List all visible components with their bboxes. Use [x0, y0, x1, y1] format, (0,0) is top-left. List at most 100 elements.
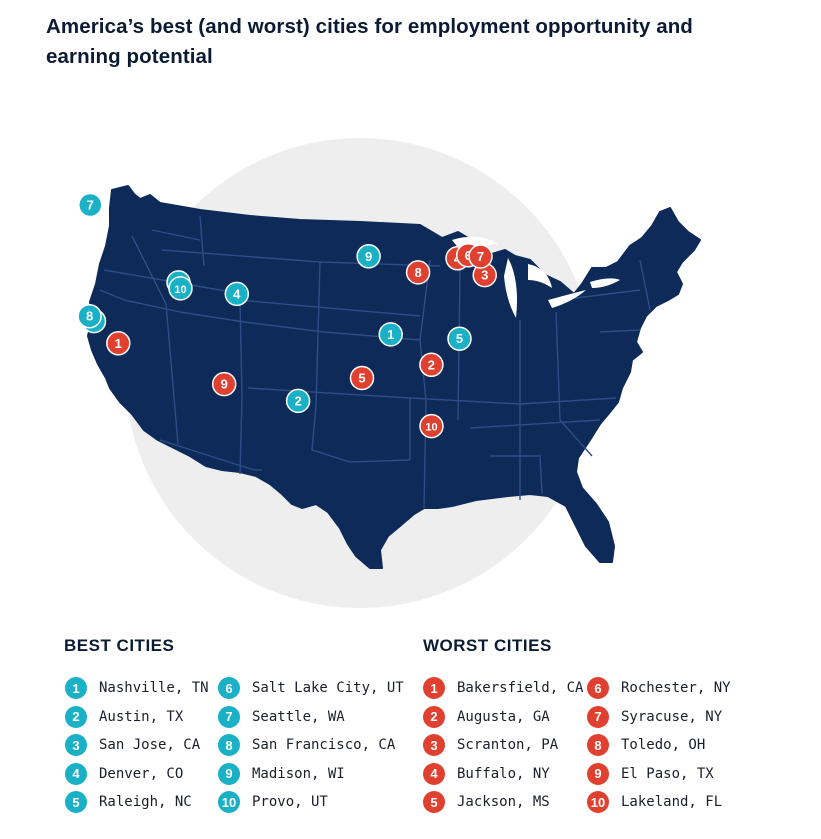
worst-city-legend-item: 10 Lakeland, FL [587, 790, 722, 814]
city-name: Augusta, GA [457, 708, 550, 725]
best-city-legend-item: 7 Seattle, WA [218, 705, 345, 729]
worst-marker-rank: 9 [221, 377, 228, 392]
best-city-marker: 4 [224, 281, 250, 307]
worst-marker-rank: 2 [428, 357, 435, 372]
city-name: Raleigh, NC [99, 794, 192, 810]
worst-marker-rank: 3 [481, 268, 488, 283]
worst-city-marker: 1 [106, 331, 131, 356]
best-city-marker: 8 [77, 303, 102, 329]
best-marker-dot [356, 244, 381, 269]
best-city-marker: 5 [447, 326, 472, 351]
worst-marker-dot [405, 260, 431, 285]
best-rank-badge: 10 [218, 791, 240, 813]
best-marker-dot [78, 192, 103, 218]
worst-rank-badge: 10 [587, 791, 609, 813]
best-marker-rank: 10 [174, 284, 186, 296]
best-city-legend-item: 9 Madison, WI [218, 762, 345, 786]
best-marker-rank: 4 [233, 286, 241, 301]
worst-city-marker: 7 [468, 244, 493, 269]
city-name: Rochester, NY [621, 680, 731, 696]
worst-city-legend-item: 7 Syracuse, NY [587, 705, 722, 729]
worst-marker-dot [468, 244, 493, 269]
best-marker-dot [224, 281, 250, 307]
city-name: San Francisco, CA [252, 737, 396, 753]
best-rank-badge: 4 [65, 762, 87, 785]
worst-city-marker: 5 [349, 365, 375, 391]
city-name: Denver, CO [99, 765, 184, 782]
worst-city-legend-item: 3 Scranton, PA [423, 733, 558, 757]
worst-marker-rank: 5 [358, 371, 365, 386]
city-name: San Jose, CA [99, 737, 201, 753]
best-marker-rank: 9 [365, 249, 372, 264]
best-city-legend-item: 6 Salt Lake City, UT [218, 676, 404, 700]
city-markers: 1234567891012345678910 [77, 192, 497, 439]
worst-marker-dot [211, 371, 237, 397]
worst-marker-rank: 1 [115, 336, 122, 351]
worst-marker-dot [419, 413, 444, 439]
best-marker-dot [378, 322, 403, 347]
worst-rank-badge: 5 [423, 791, 445, 813]
worst-city-legend-item: 6 Rochester, NY [587, 676, 731, 700]
worst-marker-rank: 10 [425, 422, 437, 434]
best-marker-dot [168, 276, 193, 301]
worst-marker-rank: 7 [477, 249, 484, 264]
best-city-legend-item: 8 San Francisco, CA [218, 733, 395, 757]
best-cities-heading: BEST CITIES [64, 636, 175, 655]
city-name: Buffalo, NY [457, 765, 550, 782]
best-marker-dot [447, 326, 472, 351]
worst-rank-badge: 4 [423, 762, 445, 785]
city-name: Salt Lake City, UT [252, 680, 404, 696]
best-city-marker: 10 [168, 276, 193, 301]
worst-rank-badge: 9 [587, 762, 609, 785]
best-city-marker: 7 [78, 192, 103, 218]
worst-city-legend-item: 4 Buffalo, NY [423, 762, 550, 786]
city-name: Bakersfield, CA [457, 680, 584, 696]
best-rank-badge: 6 [218, 677, 240, 699]
worst-city-marker: 10 [419, 413, 444, 439]
state-borders [99, 215, 651, 509]
worst-city-marker: 9 [211, 371, 237, 397]
best-rank-badge: 8 [218, 734, 240, 756]
worst-cities-heading: WORST CITIES [423, 636, 552, 655]
worst-rank-badge: 1 [423, 677, 445, 699]
best-rank-badge: 5 [65, 791, 87, 813]
best-city-legend-item: 4 Denver, CO [65, 762, 183, 786]
worst-rank-badge: 8 [587, 734, 609, 756]
best-marker-rank: 2 [294, 393, 301, 408]
worst-rank-badge: 7 [587, 705, 609, 728]
city-name: Provo, UT [252, 794, 328, 810]
best-city-legend-item: 1 Nashville, TN [65, 676, 209, 700]
city-name: Seattle, WA [252, 708, 345, 725]
best-city-legend-item: 5 Raleigh, NC [65, 790, 192, 814]
city-name: Nashville, TN [99, 680, 209, 696]
worst-rank-badge: 3 [423, 734, 445, 756]
worst-rank-badge: 2 [423, 705, 445, 728]
city-name: Austin, TX [99, 708, 184, 725]
city-name: Lakeland, FL [621, 794, 723, 810]
best-rank-badge: 9 [218, 762, 240, 785]
best-marker-dot [285, 388, 311, 414]
worst-marker-dot [349, 365, 375, 391]
worst-city-legend-item: 9 El Paso, TX [587, 762, 714, 786]
best-marker-rank: 7 [87, 198, 94, 213]
best-city-legend-item: 2 Austin, TX [65, 705, 183, 729]
city-name: El Paso, TX [621, 765, 714, 782]
best-marker-dot [77, 303, 102, 329]
city-name: Jackson, MS [457, 794, 550, 810]
worst-marker-rank: 6 [465, 248, 472, 263]
worst-city-marker: 8 [405, 260, 431, 285]
best-city-marker: 2 [285, 388, 311, 414]
best-marker-rank: 8 [86, 309, 93, 324]
best-rank-badge: 7 [218, 705, 240, 728]
best-city-legend-item: 3 San Jose, CA [65, 733, 200, 757]
worst-city-legend-item: 1 Bakersfield, CA [423, 676, 583, 700]
worst-marker-dot [419, 352, 444, 378]
best-rank-badge: 3 [65, 734, 87, 756]
best-rank-badge: 2 [65, 705, 87, 728]
page-title: America’s best (and worst) cities for em… [46, 15, 693, 68]
worst-city-marker: 2 [419, 352, 444, 378]
worst-marker-rank: 8 [414, 265, 421, 280]
worst-city-legend-item: 8 Toledo, OH [587, 733, 705, 757]
